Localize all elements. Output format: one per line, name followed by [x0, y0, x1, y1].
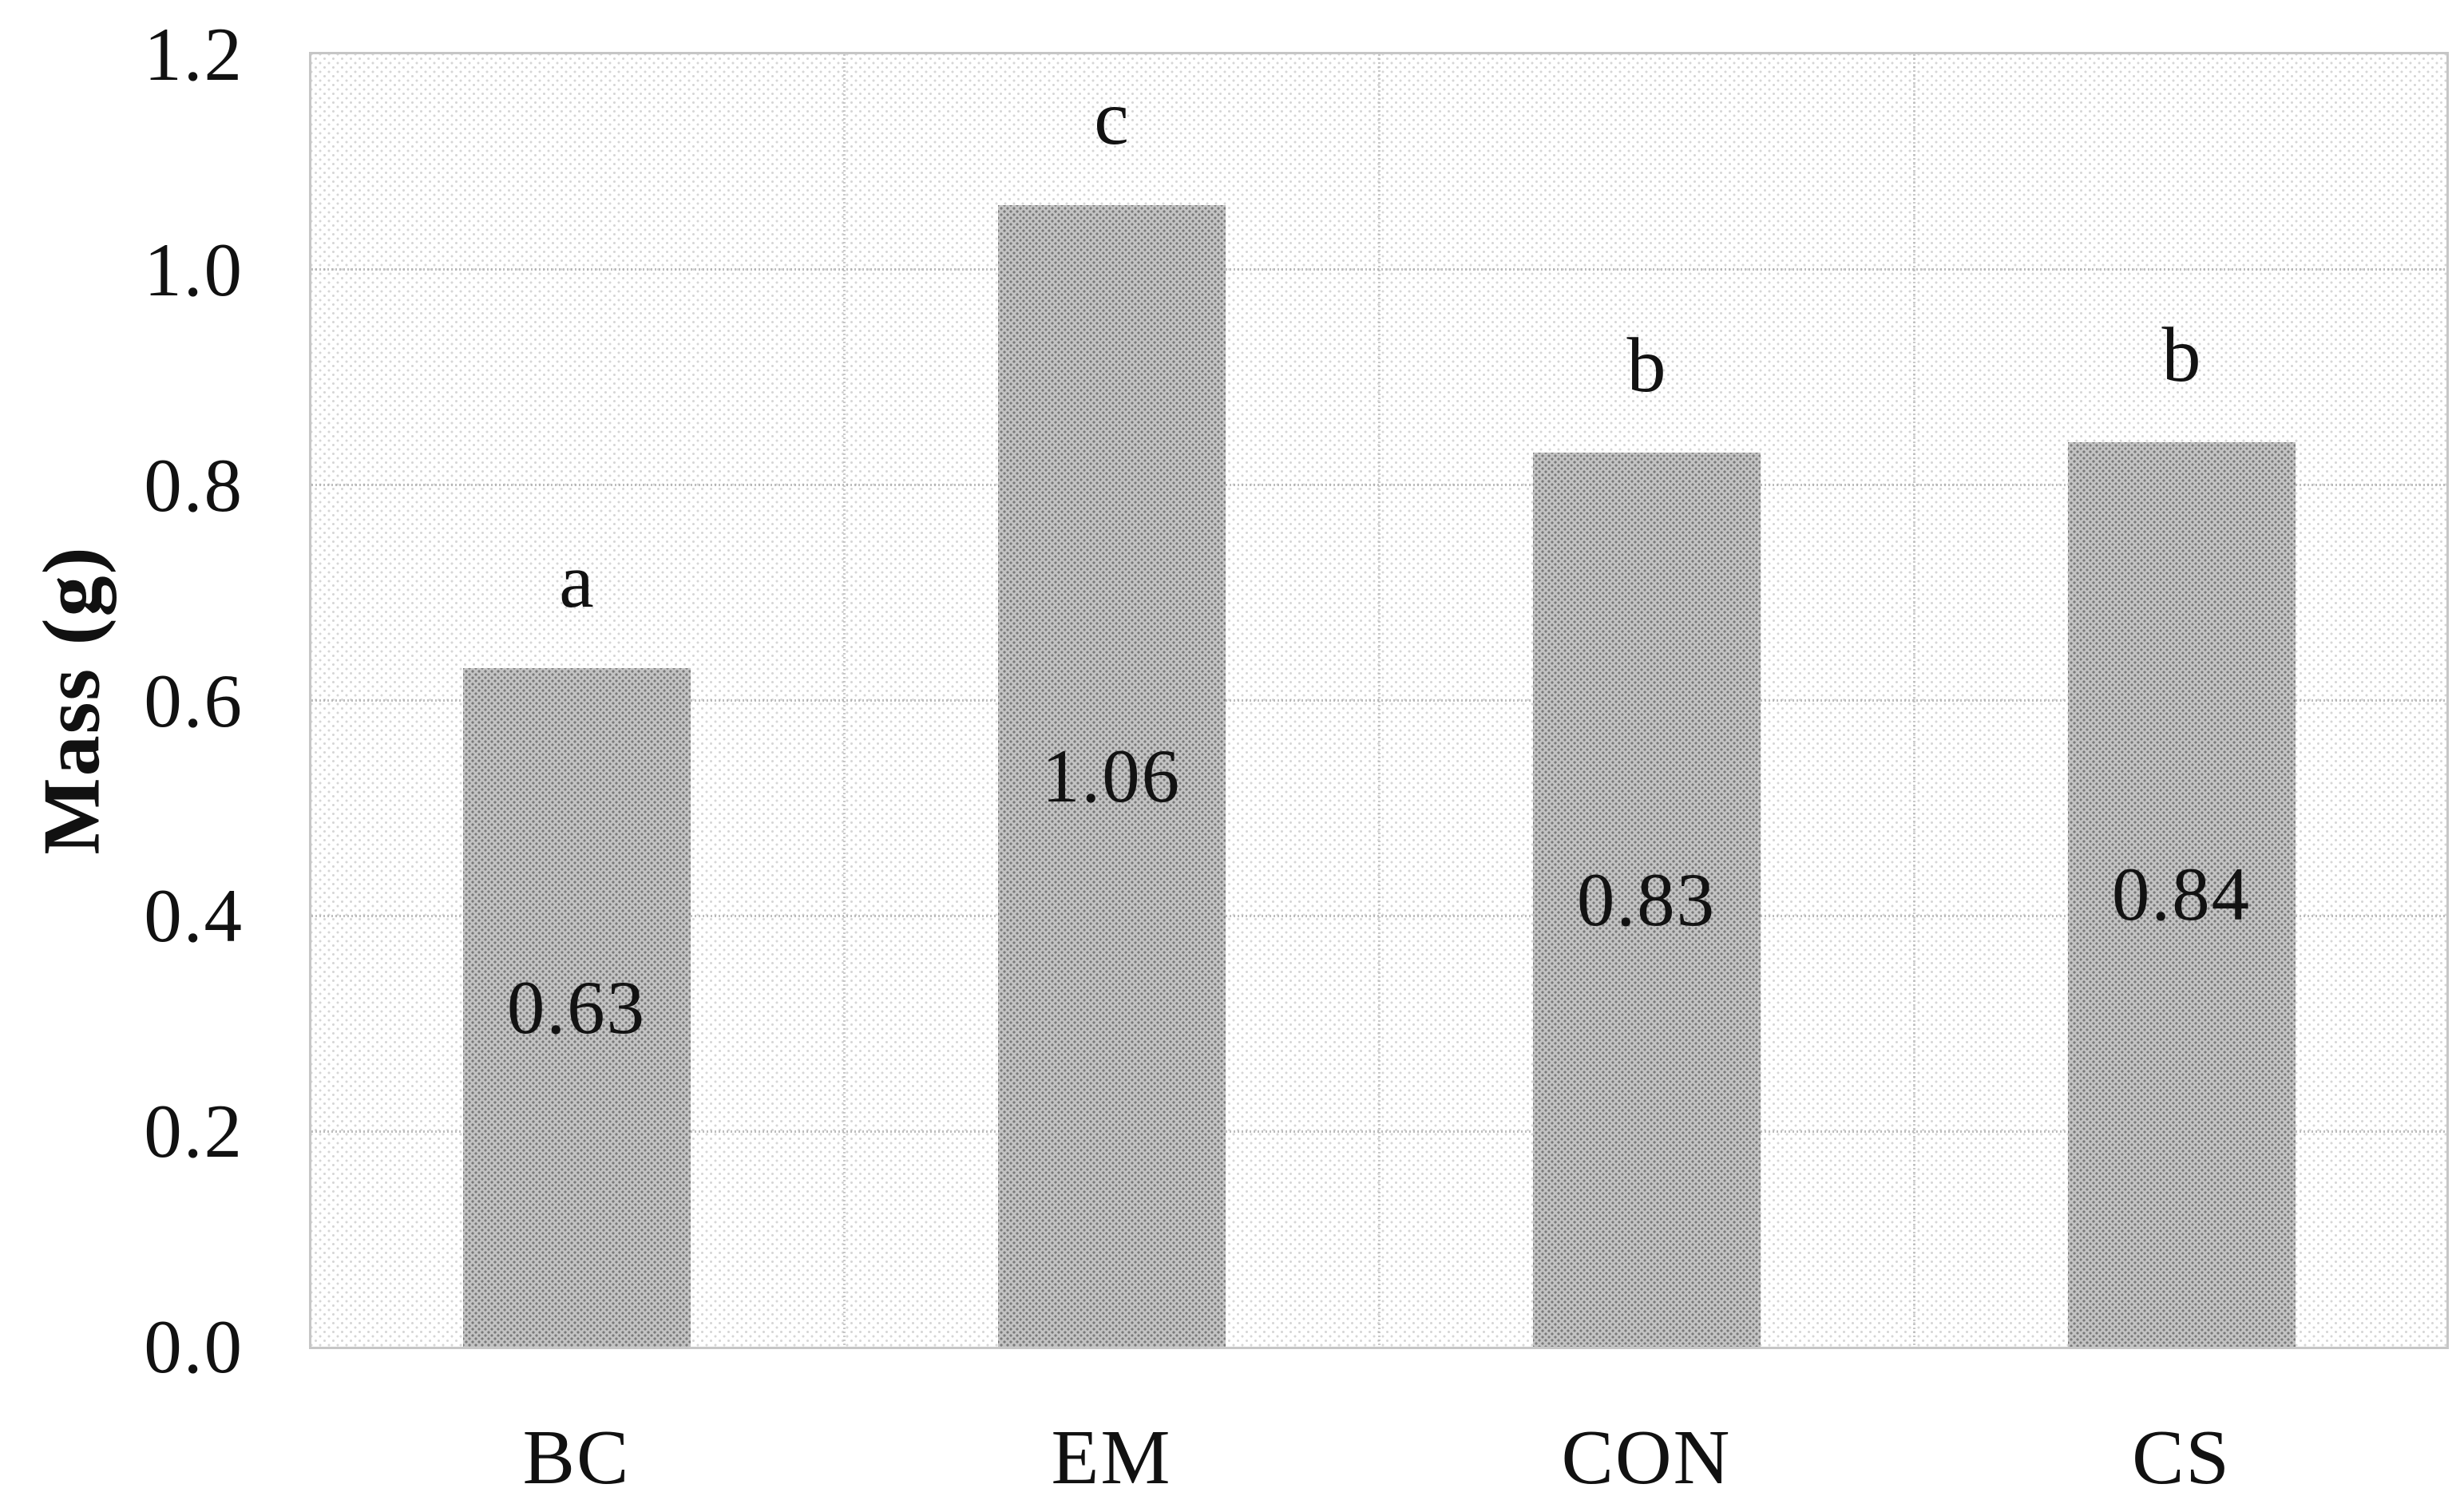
- significance-letter: c: [1094, 74, 1129, 161]
- y-tick-label: 1.2: [144, 12, 244, 97]
- x-category-label: CON: [1561, 1415, 1732, 1492]
- y-tick-label: 0.4: [144, 873, 244, 959]
- y-tick-label: 1.0: [144, 227, 244, 312]
- y-tick-label: 0.0: [144, 1304, 244, 1389]
- significance-letter: b: [2161, 311, 2201, 398]
- bar-CS: [2067, 441, 2296, 1347]
- bar-value-label: 0.83: [1576, 857, 1717, 943]
- y-tick-label: 0.2: [144, 1089, 244, 1174]
- plot-area: 0.63 a 1.06 c 0.83 b 0.84 b: [309, 52, 2449, 1349]
- bar-value-label: 0.84: [2111, 852, 2252, 937]
- bar-CON: [1532, 453, 1761, 1347]
- gridline-vertical: [1912, 54, 1915, 1347]
- bar-value-label: 0.63: [506, 965, 647, 1050]
- bar-value-label: 1.06: [1041, 733, 1182, 818]
- x-category-label: BC: [522, 1415, 631, 1492]
- gridline-vertical: [842, 54, 846, 1347]
- x-category-label: EM: [1051, 1415, 1172, 1492]
- bar-BC: [462, 668, 691, 1347]
- y-tick-label: 0.8: [144, 442, 244, 528]
- bar-EM: [997, 204, 1226, 1347]
- significance-letter: b: [1626, 323, 1666, 410]
- y-tick-label: 0.6: [144, 658, 244, 743]
- x-category-label: CS: [2132, 1415, 2231, 1492]
- significance-letter: a: [559, 538, 594, 625]
- gridline-vertical: [1377, 54, 1381, 1347]
